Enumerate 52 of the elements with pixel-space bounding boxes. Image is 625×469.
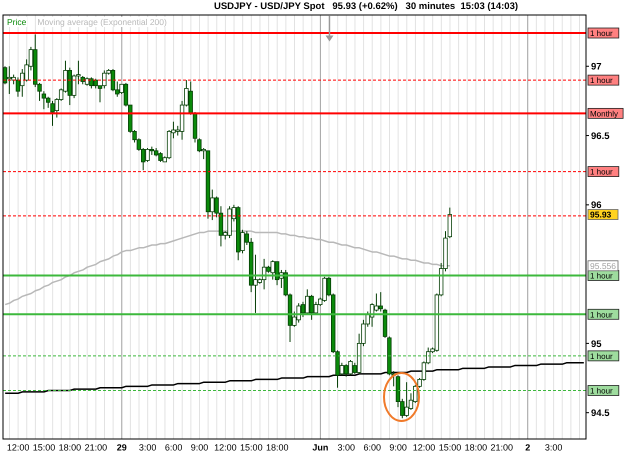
x-tick-label: 18:00 bbox=[58, 442, 82, 452]
candlestick bbox=[145, 148, 150, 162]
candlestick bbox=[344, 364, 348, 378]
ref-line-label: 1 hour bbox=[590, 352, 614, 361]
candlestick bbox=[309, 294, 314, 320]
candlestick bbox=[93, 78, 98, 89]
x-tick-label: 12:00 bbox=[6, 442, 30, 452]
ref-line-label: 1 hour bbox=[590, 168, 614, 177]
candlestick bbox=[348, 360, 353, 376]
candlestick bbox=[322, 276, 327, 302]
chart-title: USDJPY - USD/JPY Spot 95.93 (+0.62%) 30 minutes 15:03 (14:03) bbox=[212, 1, 520, 12]
x-tick-label: 12:00 bbox=[214, 442, 237, 452]
x-tick-label: 9:00 bbox=[190, 442, 208, 452]
ref-line-label: 1 hour bbox=[590, 271, 614, 280]
candlestick bbox=[158, 152, 163, 162]
candlestick bbox=[7, 66, 12, 94]
text: 95.93 bbox=[590, 210, 612, 220]
y-tick-label: 94.5 bbox=[591, 408, 610, 420]
x-tick-label: 6:00 bbox=[164, 442, 182, 452]
ref-line-label: 1 hour bbox=[590, 310, 614, 320]
ref-line-label: 1 hour bbox=[590, 76, 614, 86]
x-tick-label: 12:00 bbox=[412, 442, 436, 452]
ref-line-label: 1 hour bbox=[590, 386, 614, 396]
x-tick-label: 6:00 bbox=[363, 442, 381, 452]
x-tick-label: 2 bbox=[525, 442, 530, 452]
y-tick-label: 95 bbox=[591, 338, 602, 350]
x-tick-label: 9:00 bbox=[389, 442, 407, 452]
text: Price bbox=[6, 17, 28, 27]
y-tick-label: 96 bbox=[591, 200, 602, 212]
text: 95.556 bbox=[590, 260, 616, 271]
text: Moving average (Exponential 200) bbox=[36, 17, 168, 27]
x-tick-label: 21:00 bbox=[490, 442, 514, 452]
x-tick-label: 15:00 bbox=[240, 442, 263, 452]
x-tick-label: 3:00 bbox=[338, 442, 356, 452]
candlestick bbox=[89, 76, 94, 89]
candlestick bbox=[404, 382, 409, 418]
x-tick-label: 15:00 bbox=[438, 442, 462, 452]
x-tick-label: Jun bbox=[312, 442, 328, 452]
x-tick-label: 18:00 bbox=[266, 442, 288, 452]
candlestick bbox=[102, 70, 107, 89]
x-tick-label: 3:00 bbox=[544, 442, 562, 452]
x-tick-label: 29 bbox=[116, 442, 127, 452]
y-tick-label: 97 bbox=[591, 62, 602, 73]
x-tick-label: 18:00 bbox=[464, 442, 488, 452]
ref-line-label: 1 hour bbox=[590, 29, 614, 38]
line-series bbox=[4, 362, 585, 394]
x-tick-label: 21:00 bbox=[84, 442, 108, 452]
x-tick-label: 15:00 bbox=[32, 442, 56, 452]
ref-line-label: Monthly bbox=[590, 109, 618, 118]
x-tick-label: 3:00 bbox=[138, 442, 156, 452]
candlestick bbox=[50, 100, 55, 126]
y-tick-label: 96.5 bbox=[591, 130, 610, 142]
